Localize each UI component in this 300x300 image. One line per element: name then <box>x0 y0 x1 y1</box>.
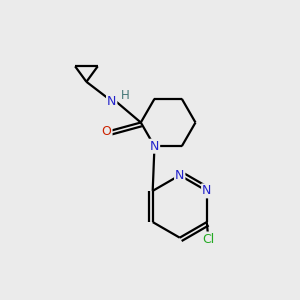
Text: Cl: Cl <box>202 232 214 245</box>
Text: N: N <box>175 169 184 182</box>
Text: H: H <box>121 89 129 102</box>
Text: O: O <box>102 125 112 138</box>
Text: N: N <box>150 140 159 153</box>
Text: N: N <box>107 94 116 108</box>
Text: N: N <box>202 184 212 197</box>
